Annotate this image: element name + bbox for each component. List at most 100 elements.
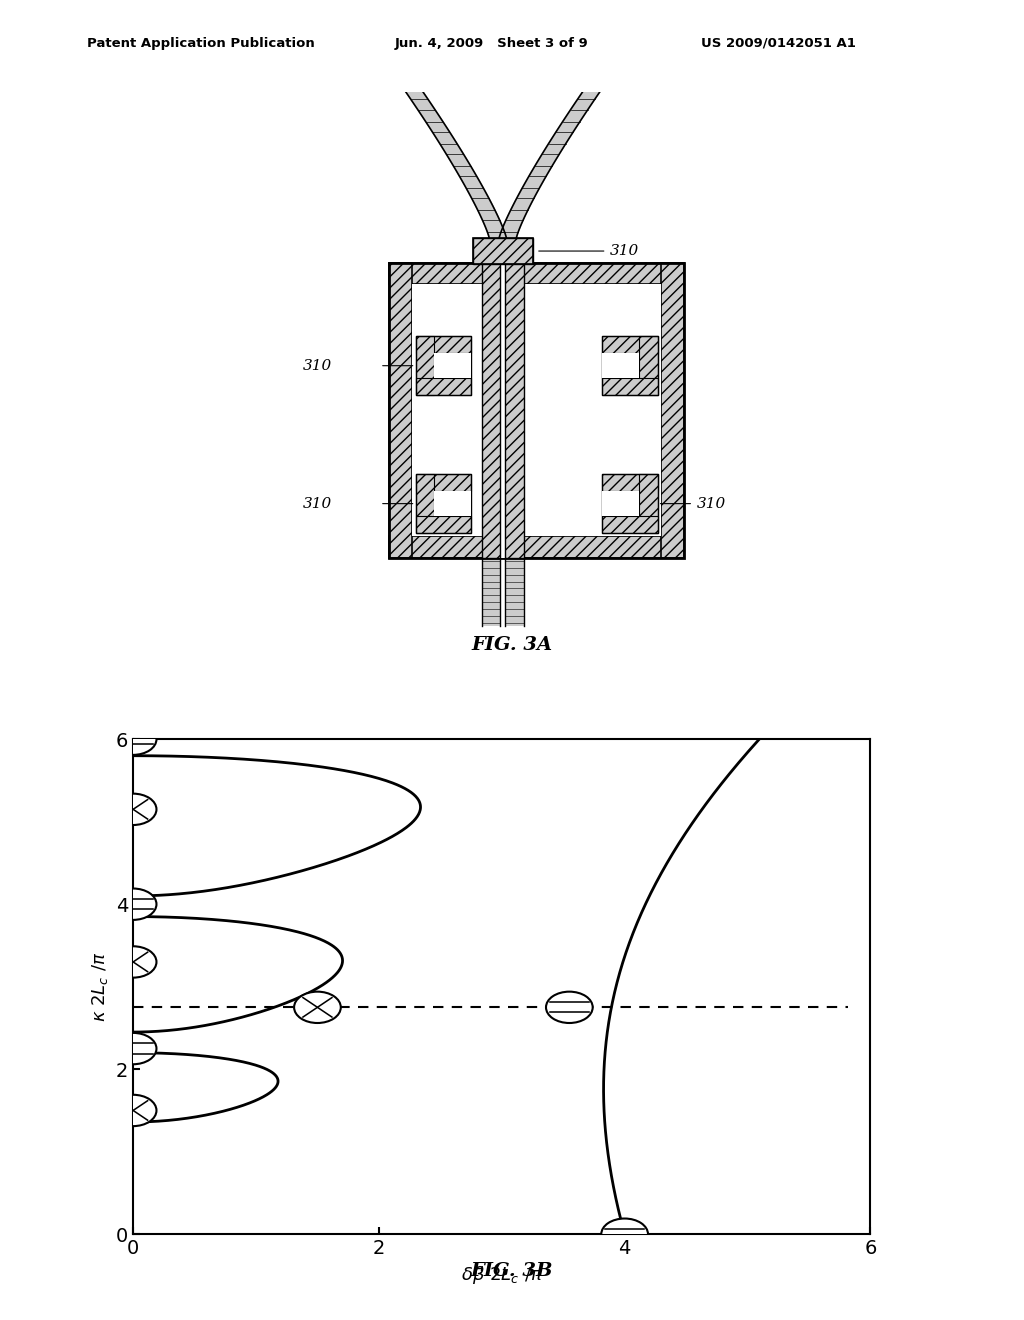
Text: Patent Application Publication: Patent Application Publication [87,37,314,50]
Text: 310: 310 [609,244,639,257]
Polygon shape [398,82,417,83]
Polygon shape [482,220,501,222]
Polygon shape [438,141,457,144]
Polygon shape [520,190,539,191]
Polygon shape [532,168,551,170]
Polygon shape [538,160,556,162]
Polygon shape [503,224,521,226]
Polygon shape [500,234,517,236]
Polygon shape [552,136,570,137]
Polygon shape [535,164,553,166]
Text: 310: 310 [303,496,333,511]
Polygon shape [501,230,519,232]
Polygon shape [511,209,528,210]
Polygon shape [557,128,575,129]
Polygon shape [543,152,561,153]
Polygon shape [461,178,479,180]
Polygon shape [458,174,476,176]
Polygon shape [423,117,441,120]
Bar [501,263,505,558]
Polygon shape [401,86,420,87]
Polygon shape [505,220,523,222]
Polygon shape [480,216,499,218]
Bar [416,335,471,352]
Polygon shape [424,120,442,121]
Bar [602,474,657,533]
Polygon shape [541,153,559,156]
Polygon shape [483,222,502,224]
Polygon shape [435,136,454,137]
Polygon shape [456,170,474,172]
Bar [416,379,471,396]
Polygon shape [551,137,569,140]
Bar [505,263,523,558]
Polygon shape [471,198,489,201]
Polygon shape [484,224,503,226]
Polygon shape [477,209,495,210]
Bar [434,491,471,516]
Text: FIG. 3A: FIG. 3A [471,636,553,655]
Polygon shape [441,145,460,148]
Polygon shape [590,79,608,82]
Polygon shape [404,90,423,91]
Polygon shape [464,183,482,186]
Text: FIG. 3B: FIG. 3B [471,1262,553,1280]
Polygon shape [502,228,519,230]
Polygon shape [409,95,427,98]
Circle shape [110,946,157,978]
Bar [389,263,684,558]
Polygon shape [555,132,573,133]
Polygon shape [513,205,530,206]
Bar [602,474,657,491]
Polygon shape [569,110,588,111]
Polygon shape [545,148,563,149]
Polygon shape [485,226,503,228]
Polygon shape [507,216,525,218]
Polygon shape [566,114,585,116]
Polygon shape [559,125,578,128]
Polygon shape [583,90,601,91]
Polygon shape [421,114,439,116]
Polygon shape [432,132,451,133]
Polygon shape [574,102,593,103]
Polygon shape [446,153,465,156]
Polygon shape [469,194,487,197]
Polygon shape [577,99,595,102]
Polygon shape [570,107,589,110]
Polygon shape [475,205,493,206]
Polygon shape [572,106,591,107]
Bar [416,474,434,533]
Polygon shape [526,178,545,180]
Polygon shape [473,201,490,202]
Polygon shape [515,201,532,202]
Polygon shape [422,116,440,117]
Polygon shape [437,140,456,141]
Polygon shape [578,98,596,99]
Polygon shape [582,91,600,94]
Polygon shape [587,83,605,86]
Polygon shape [442,148,461,149]
Polygon shape [478,210,496,213]
Polygon shape [478,213,497,214]
Polygon shape [436,137,455,140]
Polygon shape [563,120,582,121]
Polygon shape [481,218,500,220]
Bar [602,335,657,396]
Y-axis label: $\kappa\ 2L_c\ /\pi$: $\kappa\ 2L_c\ /\pi$ [90,952,111,1022]
Polygon shape [474,202,492,205]
Polygon shape [550,140,568,141]
Polygon shape [530,172,549,174]
Polygon shape [509,213,527,214]
Polygon shape [402,87,421,90]
Polygon shape [463,182,481,183]
Polygon shape [524,182,543,183]
Polygon shape [466,187,484,190]
Polygon shape [540,156,558,158]
Polygon shape [413,102,431,103]
Polygon shape [410,98,428,99]
Polygon shape [428,125,446,128]
Polygon shape [451,162,469,164]
Bar [416,335,471,396]
Polygon shape [528,176,546,178]
Polygon shape [450,160,468,162]
